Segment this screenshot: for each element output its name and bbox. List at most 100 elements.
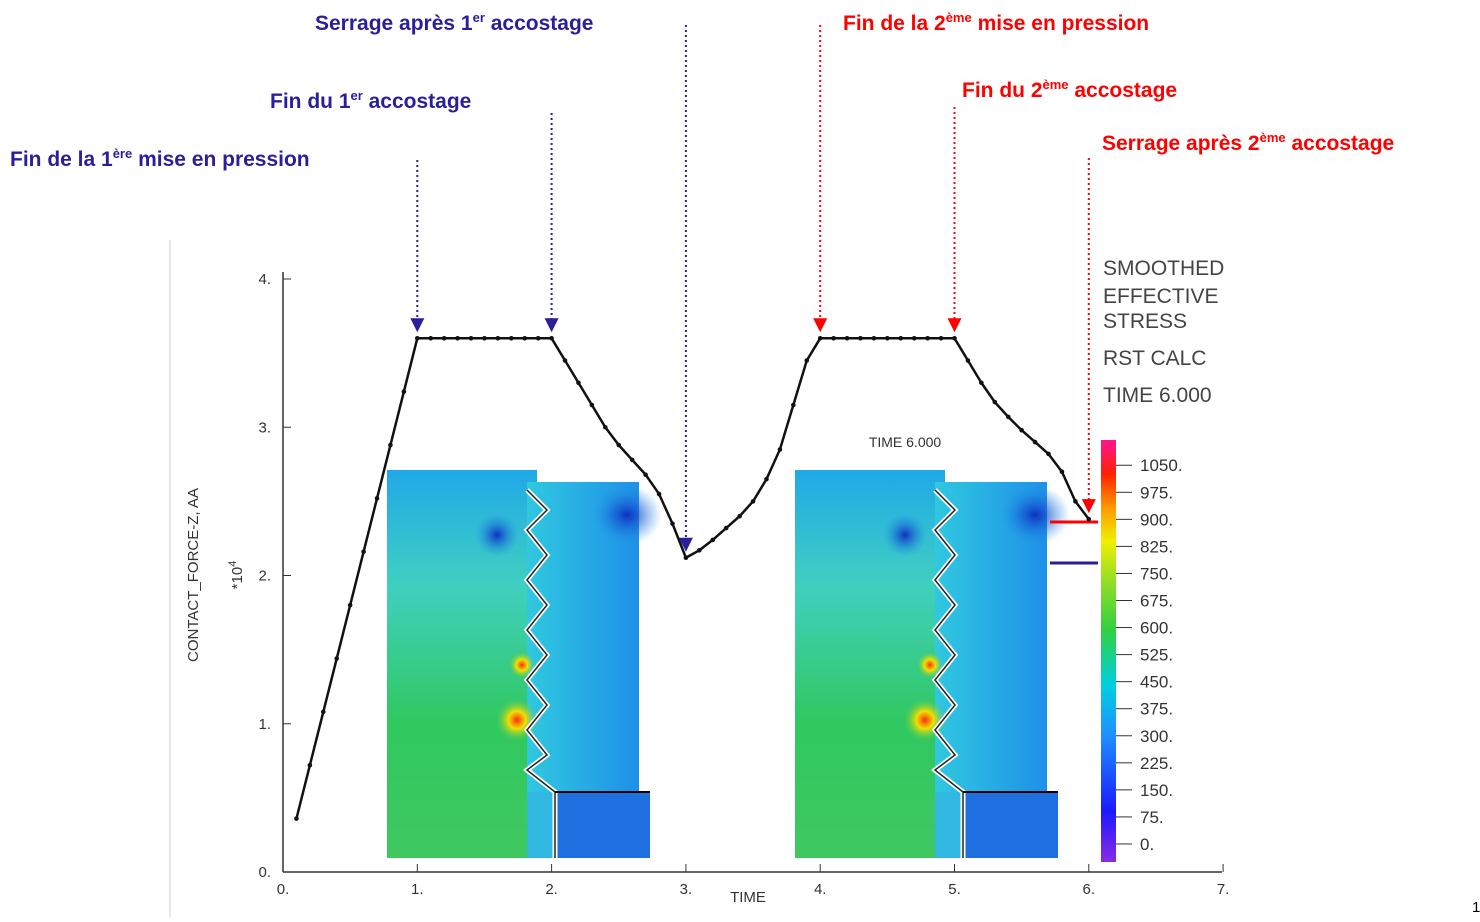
data-point: [563, 358, 568, 363]
x-tick-label: 3.: [680, 881, 693, 898]
data-point: [630, 458, 635, 463]
x-tick-label: 1.: [411, 881, 424, 898]
annotation-text: accostage: [485, 12, 594, 35]
annotation: Fin de la 2ème mise en pression: [843, 10, 1149, 35]
annotation-sup: ème: [1043, 77, 1069, 92]
data-point: [294, 816, 299, 821]
annotation-text: Serrage après 2: [1102, 132, 1260, 155]
legend-text: STRESS: [1103, 310, 1187, 333]
annotation-text: Fin du 1: [270, 90, 351, 113]
data-point: [402, 389, 407, 394]
data-point: [1019, 428, 1024, 433]
data-point: [831, 336, 836, 341]
data-point: [1006, 415, 1011, 420]
annotation-sup: ère: [113, 146, 133, 161]
data-point: [603, 425, 608, 430]
legend-text: SMOOTHED: [1103, 257, 1224, 280]
annotation: Serrage après 1er accostage: [315, 10, 593, 35]
data-point: [549, 336, 554, 341]
data-point: [818, 336, 823, 341]
x-tick-label: 7.: [1217, 881, 1230, 898]
y-multiplier: *104: [227, 561, 246, 590]
colorbar-tick-label: 150.: [1140, 781, 1173, 800]
data-point: [576, 380, 581, 385]
data-point: [1087, 517, 1092, 522]
x-tick-label: 5.: [948, 881, 961, 898]
data-point: [643, 472, 648, 477]
data-point: [509, 336, 514, 341]
data-point: [724, 526, 729, 531]
data-point: [1073, 499, 1078, 504]
data-point: [670, 521, 675, 526]
data-point: [522, 336, 527, 341]
x-tick-label: 4.: [814, 881, 827, 898]
data-point: [791, 403, 796, 408]
data-point: [952, 336, 957, 341]
data-point: [536, 336, 541, 341]
data-point: [764, 477, 769, 482]
colorbar-tick-label: 225.: [1140, 754, 1173, 773]
colorbar: [1101, 440, 1116, 862]
x-tick-label: 2.: [545, 881, 558, 898]
data-point: [751, 499, 756, 504]
annotation-text: accostage: [363, 90, 472, 113]
data-point: [321, 710, 326, 715]
annotation-text: accostage: [1286, 132, 1395, 155]
annotation-text: Fin de la 1: [10, 148, 113, 171]
annotation-text: mise en pression: [132, 148, 309, 171]
legend-text: TIME 6.000: [1103, 384, 1212, 407]
y-multiplier-base: *10: [229, 567, 246, 590]
colorbar-tick-label: 675.: [1140, 592, 1173, 611]
annotation-text: accostage: [1069, 79, 1178, 102]
data-point: [590, 403, 595, 408]
data-point: [375, 496, 380, 501]
data-point: [939, 336, 944, 341]
data-point: [334, 656, 339, 661]
annotation-sup: er: [351, 88, 363, 103]
chart: TIME 6.000 1 0.1.2.3.4.0.1.2.3.4.5.6.7.T…: [0, 0, 1480, 917]
x-tick-label: 6.: [1083, 881, 1096, 898]
data-point: [858, 336, 863, 341]
inset-title: TIME 6.000: [869, 434, 942, 450]
annotation-text: Serrage après 1: [315, 12, 473, 35]
data-point: [845, 336, 850, 341]
colorbar-tick-label: 525.: [1140, 646, 1173, 665]
data-point: [710, 538, 715, 543]
page: {"chart_data":{ "type":"line", "x":[0.1,…: [0, 0, 1480, 917]
annotation-arrowhead: [813, 318, 827, 332]
colorbar-tick-label: 900.: [1140, 510, 1173, 529]
colorbar-tick-label: 1050.: [1140, 456, 1183, 475]
data-point: [885, 336, 890, 341]
data-point: [925, 336, 930, 341]
data-point: [348, 603, 353, 608]
data-point: [657, 492, 662, 497]
colorbar-tick-label: 300.: [1140, 727, 1173, 746]
y-tick-label: 0.: [258, 864, 271, 881]
data-point: [1033, 440, 1038, 445]
data-point: [912, 336, 917, 341]
data-point: [428, 336, 433, 341]
data-point: [804, 358, 809, 363]
annotation-text: mise en pression: [972, 12, 1149, 35]
data-point: [778, 447, 783, 452]
colorbar-tick-label: 600.: [1140, 619, 1173, 638]
y-tick-label: 2.: [258, 568, 271, 585]
data-point: [308, 763, 313, 768]
colorbar-tick-label: 450.: [1140, 673, 1173, 692]
annotation-arrowhead: [948, 318, 962, 332]
annotation: Fin du 2ème accostage: [962, 77, 1177, 102]
annotation: Fin du 1er accostage: [270, 88, 471, 113]
x-axis-label: TIME: [730, 889, 766, 906]
data-point: [442, 336, 447, 341]
data-point: [898, 336, 903, 341]
data-point: [737, 514, 742, 519]
data-point: [616, 443, 621, 448]
data-point: [992, 400, 997, 405]
page-number: 1: [1472, 899, 1480, 916]
annotation: Fin de la 1ère mise en pression: [10, 146, 310, 171]
data-point: [469, 336, 474, 341]
colorbar-tick-label: 75.: [1140, 808, 1164, 827]
data-point: [388, 443, 393, 448]
annotation-arrowhead: [410, 318, 424, 332]
data-point: [1046, 452, 1051, 457]
